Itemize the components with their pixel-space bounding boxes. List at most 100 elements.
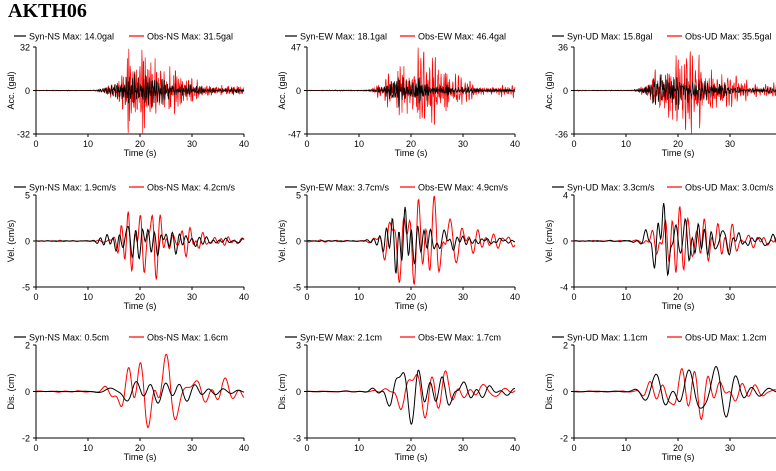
panel-2-0-x-tick-label: 20: [135, 443, 145, 453]
panel-0-0-x-tick-label: 30: [187, 139, 197, 149]
panel-1-0-x-axis-label: Time (s): [124, 301, 157, 311]
panel-2-1-x-tick-label: 20: [406, 443, 416, 453]
panel-1-1-y-tick-label: 5: [296, 191, 301, 201]
panel-2-1-y-tick-label: 3: [296, 341, 301, 351]
panel-1-2-x-tick-label: 10: [621, 292, 631, 302]
panel-1-0-x-tick-label: 30: [187, 292, 197, 302]
station-title: AKTH06: [8, 0, 87, 22]
panel-0-0-x-tick-label: 10: [83, 139, 93, 149]
panel-0-0-y-tick-label: -32: [17, 130, 30, 140]
panel-2-1-y-tick-label: 0: [296, 387, 301, 397]
panel-1-0-series-obs-line: [35, 211, 245, 280]
panel-0-0-y-tick-label: 32: [20, 43, 30, 53]
panel-2-0-series-obs-line: [35, 353, 245, 429]
panel-0-1-legend-syn-label: Syn-EW Max: 18.1gal: [300, 32, 387, 42]
panel-0-2-y-axis-label: Acc. (gal): [544, 71, 554, 109]
panel-2-1-x-tick-label: 10: [354, 443, 364, 453]
panel-2-1-x-tick-label: 30: [458, 443, 468, 453]
panel-0-1-legend-obs-label: Obs-EW Max: 46.4gal: [418, 32, 506, 42]
panel-2-2-y-tick-label: 2: [563, 341, 568, 351]
panel-2-2-x-tick-label: 20: [673, 443, 683, 453]
panel-2-0-x-axis-label: Time (s): [124, 452, 157, 462]
panel-2-2-y-tick-label: 0: [563, 387, 568, 397]
panel-1-2-y-axis-label: Vel. (cm/s): [544, 220, 554, 263]
panel-2-0-y-axis-label: Dis. (cm): [6, 374, 16, 410]
panel-0-0-y-axis-label: Acc. (gal): [6, 71, 16, 109]
panel-2-1-y-tick-label: -3: [293, 434, 301, 444]
panel-2-2-x-axis-label: Time (s): [662, 452, 695, 462]
panel-1-2-x-axis-label: Time (s): [662, 301, 695, 311]
panel-1-0-y-axis-label: Vel. (cm/s): [6, 220, 16, 263]
panel-1-0-legend-syn-label: Syn-NS Max: 1.9cm/s: [29, 183, 117, 193]
panel-2-0-x-tick-label: 30: [187, 443, 197, 453]
panel-1-1-y-tick-label: -5: [293, 283, 301, 293]
panel-1-1-legend-obs-label: Obs-EW Max: 4.9cm/s: [418, 183, 509, 193]
panel-1-1-x-tick-label: 30: [458, 292, 468, 302]
panel-0-2-x-tick-label: 20: [673, 139, 683, 149]
panel-1-0-y-tick-label: -5: [22, 283, 30, 293]
panel-2-0-legend-syn-label: Syn-NS Max: 0.5cm: [29, 333, 109, 343]
panel-2-0-x-tick-label: 40: [239, 443, 249, 453]
panel-2-1-y-axis-label: Dis. (cm): [277, 374, 287, 410]
panel-0-2-y-tick-label: -36: [555, 130, 568, 140]
panel-1-2-series-obs-line: [574, 206, 776, 273]
panel-1-2-legend-syn-label: Syn-UD Max: 3.3cm/s: [567, 183, 655, 193]
panel-0-0-x-tick-label: 20: [135, 139, 145, 149]
panel-2-1-legend-obs-label: Obs-EW Max: 1.7cm: [418, 333, 501, 343]
panel-0-2-series-syn-line: [574, 74, 776, 110]
panel-1-0-series-syn-line: [36, 225, 245, 260]
panel-1-2-x-tick-label: 0: [571, 292, 576, 302]
panel-1-1-legend-syn-label: Syn-EW Max: 3.7cm/s: [300, 183, 390, 193]
panel-2-1-x-tick-label: 40: [510, 443, 520, 453]
panel-0-1-x-tick-label: 40: [510, 139, 520, 149]
panel-2-0-x-tick-label: 0: [33, 443, 38, 453]
panel-2-1-x-tick-label: 0: [304, 443, 309, 453]
panel-1-1-x-axis-label: Time (s): [395, 301, 428, 311]
panel-1-0-x-tick-label: 20: [135, 292, 145, 302]
panel-2-0-y-tick-label: 2: [25, 341, 30, 351]
panel-2-2-y-axis-label: Dis. (cm): [544, 374, 554, 410]
panel-1-1-series-syn-line: [306, 206, 515, 274]
panel-0-1-x-tick-label: 10: [354, 139, 364, 149]
panel-0-1-y-tick-label: 47: [291, 43, 301, 53]
panel-0-2-legend-obs-label: Obs-UD Max: 35.5gal: [685, 32, 772, 42]
panel-2-2-x-tick-label: 0: [571, 443, 576, 453]
panel-0-0-legend-syn-label: Syn-NS Max: 14.0gal: [29, 32, 114, 42]
panel-1-0-y-tick-label: 5: [25, 191, 30, 201]
panel-0-2-y-tick-label: 0: [563, 86, 568, 96]
panel-0-2-x-tick-label: 30: [725, 139, 735, 149]
panel-0-2-x-tick-label: 10: [621, 139, 631, 149]
panel-2-2-legend-syn-label: Syn-UD Max: 1.1cm: [567, 333, 648, 343]
panel-0-1-y-tick-label: -47: [288, 130, 301, 140]
panel-1-1-x-tick-label: 0: [304, 292, 309, 302]
panel-1-2-y-tick-label: -4: [560, 283, 568, 293]
panel-0-2-legend-syn-label: Syn-UD Max: 15.8gal: [567, 32, 653, 42]
panel-1-0-y-tick-label: 0: [25, 237, 30, 247]
panel-2-2-x-tick-label: 30: [725, 443, 735, 453]
panel-1-2-y-tick-label: 0: [563, 237, 568, 247]
panel-0-0-x-axis-label: Time (s): [124, 148, 157, 158]
panel-0-0-x-tick-label: 0: [33, 139, 38, 149]
panel-1-2-x-tick-label: 30: [725, 292, 735, 302]
panel-1-1-x-tick-label: 10: [354, 292, 364, 302]
panel-0-2-x-tick-label: 0: [571, 139, 576, 149]
panel-0-0-legend-obs-label: Obs-NS Max: 31.5gal: [147, 32, 233, 42]
panel-0-1-series-obs-line: [306, 47, 516, 125]
panel-1-2-y-tick-label: 4: [563, 191, 568, 201]
panel-1-1-x-tick-label: 40: [510, 292, 520, 302]
panel-1-0-legend-obs-label: Obs-NS Max: 4.2cm/s: [147, 183, 236, 193]
panel-0-1-series-syn-line: [306, 76, 516, 108]
panel-2-2-series-syn-line: [573, 365, 776, 418]
panel-2-1-series-syn-line: [307, 369, 515, 425]
panel-1-1-x-tick-label: 20: [406, 292, 416, 302]
panel-1-0-x-tick-label: 0: [33, 292, 38, 302]
panel-0-1-x-tick-label: 20: [406, 139, 416, 149]
panel-2-0-x-tick-label: 10: [83, 443, 93, 453]
panel-0-0-y-tick-label: 0: [25, 86, 30, 96]
panel-0-1-y-axis-label: Acc. (gal): [277, 71, 287, 109]
panel-1-2-x-tick-label: 20: [673, 292, 683, 302]
panel-2-0-series-syn-line: [36, 381, 245, 404]
panel-0-2-y-tick-label: 36: [558, 43, 568, 53]
panel-1-1-y-tick-label: 0: [296, 237, 301, 247]
